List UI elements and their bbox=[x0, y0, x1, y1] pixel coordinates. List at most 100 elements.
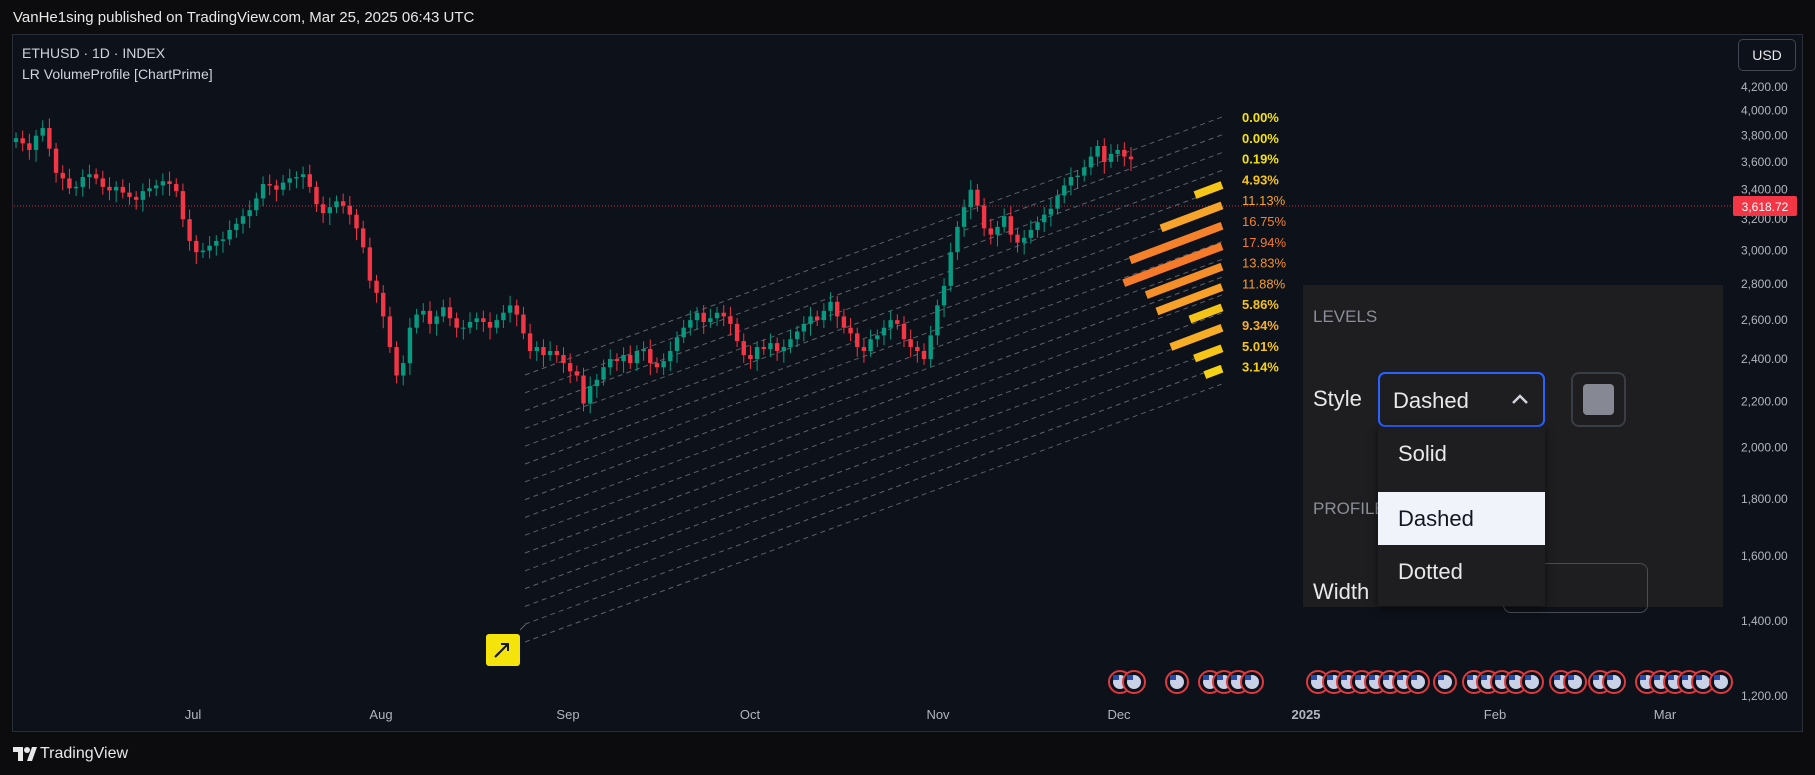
chevron-up-icon bbox=[1511, 392, 1529, 411]
volume-profile-bar bbox=[1193, 344, 1224, 363]
candle-body bbox=[167, 181, 172, 185]
candle-body bbox=[541, 347, 546, 356]
candle-body bbox=[1062, 185, 1067, 196]
candle-body bbox=[835, 301, 840, 317]
style-label: Style bbox=[1313, 386, 1362, 411]
candle-body bbox=[801, 323, 807, 332]
footer-brand[interactable]: TradingView bbox=[40, 745, 129, 762]
candle-body bbox=[941, 285, 947, 306]
us-flag-canton bbox=[1525, 675, 1531, 680]
candle-body bbox=[40, 128, 45, 136]
candle-body bbox=[1128, 156, 1134, 160]
candle-body bbox=[354, 214, 359, 229]
candle-body bbox=[761, 347, 766, 350]
us-flag-canton bbox=[1568, 675, 1574, 680]
candle-body bbox=[87, 174, 92, 178]
volume-profile-label: 11.88% bbox=[1242, 276, 1286, 291]
volume-profile-label: 3.14% bbox=[1242, 360, 1279, 375]
regression-channel-line bbox=[524, 365, 1223, 625]
candle-body bbox=[113, 186, 119, 191]
candle-body bbox=[721, 312, 726, 317]
x-tick-label: Mar bbox=[1654, 707, 1677, 722]
candle-body bbox=[133, 196, 139, 200]
regression-channel-line bbox=[524, 152, 1223, 412]
top-bar: VanHe1sing published on TradingView.com,… bbox=[0, 0, 1815, 34]
candle-body bbox=[701, 312, 706, 323]
option-dashed[interactable]: Dashed bbox=[1378, 492, 1545, 545]
candle-body bbox=[180, 191, 186, 220]
candle-body bbox=[641, 349, 646, 352]
x-tick-label: Jul bbox=[185, 707, 202, 722]
candle-body bbox=[881, 327, 887, 336]
regression-channel-line bbox=[524, 169, 1223, 429]
candle-body bbox=[587, 386, 593, 404]
regression-channel-line bbox=[524, 116, 1223, 376]
us-flag-canton bbox=[1481, 675, 1487, 680]
candle-body bbox=[661, 361, 666, 368]
candle-body bbox=[441, 307, 446, 317]
regression-channel-line bbox=[524, 330, 1223, 590]
us-flag-canton bbox=[1203, 675, 1209, 680]
regression-start-line bbox=[519, 623, 527, 631]
candle-body bbox=[567, 363, 573, 372]
candle-body bbox=[347, 205, 353, 215]
candle-body bbox=[581, 375, 586, 404]
candle-body bbox=[895, 320, 900, 324]
volume-profile-bar bbox=[1169, 324, 1224, 351]
candle-body bbox=[1122, 149, 1127, 157]
candle-body bbox=[1008, 216, 1014, 235]
y-tick-label: 3,400.00 bbox=[1741, 183, 1788, 197]
volume-profile-label: 5.86% bbox=[1242, 297, 1279, 312]
y-tick-label: 3,800.00 bbox=[1741, 129, 1788, 143]
candle-body bbox=[888, 320, 893, 328]
candle-body bbox=[1075, 175, 1080, 178]
volume-profile-label: 5.01% bbox=[1242, 339, 1279, 354]
candle-body bbox=[194, 240, 199, 253]
color-swatch-fill bbox=[1583, 384, 1614, 415]
candle-body bbox=[1082, 167, 1087, 176]
option-solid[interactable]: Solid bbox=[1378, 427, 1545, 480]
candle-body bbox=[1115, 149, 1120, 154]
candle-body bbox=[915, 347, 920, 352]
indicator-line[interactable]: LR VolumeProfile [ChartPrime] bbox=[22, 66, 213, 82]
option-dashed-label: Dashed bbox=[1398, 506, 1474, 531]
profile-heading: PROFILE bbox=[1313, 499, 1386, 518]
regression-channel-line bbox=[524, 187, 1223, 447]
regression-channel-line bbox=[524, 347, 1223, 607]
x-tick-label: Nov bbox=[926, 707, 950, 722]
candle-body bbox=[534, 347, 539, 352]
us-flag-canton bbox=[1495, 675, 1501, 680]
regression-channel-line bbox=[524, 205, 1223, 465]
regression-channel-line bbox=[524, 312, 1223, 572]
color-swatch[interactable] bbox=[1571, 372, 1626, 427]
candle-body bbox=[995, 226, 1000, 235]
arrow-marker-icon[interactable] bbox=[486, 634, 520, 666]
candle-body bbox=[648, 349, 653, 364]
candle-body bbox=[981, 205, 987, 229]
candle-body bbox=[160, 181, 166, 186]
tradingview-logo-icon[interactable] bbox=[13, 747, 37, 766]
candle-body bbox=[694, 312, 700, 321]
currency-button[interactable]: USD bbox=[1738, 39, 1796, 71]
candle-body bbox=[621, 355, 626, 362]
option-dotted[interactable]: Dotted bbox=[1378, 545, 1545, 598]
us-flag-canton bbox=[1355, 675, 1361, 680]
candle-body bbox=[174, 184, 179, 192]
candle-body bbox=[748, 355, 753, 360]
us-flag-canton bbox=[1127, 675, 1133, 680]
candle-body bbox=[294, 177, 299, 179]
candle-body bbox=[634, 351, 640, 364]
candle-body bbox=[360, 228, 366, 248]
candle-body bbox=[821, 310, 827, 321]
candle-body bbox=[314, 186, 319, 205]
candle-body bbox=[27, 143, 32, 150]
candle-body bbox=[868, 339, 873, 352]
candle-body bbox=[574, 371, 580, 376]
style-select[interactable]: Dashed bbox=[1378, 372, 1545, 427]
candle-body bbox=[788, 339, 793, 348]
candle-body bbox=[681, 327, 686, 338]
candle-body bbox=[1042, 214, 1047, 223]
candle-body bbox=[734, 323, 740, 342]
candle-body bbox=[774, 343, 780, 352]
